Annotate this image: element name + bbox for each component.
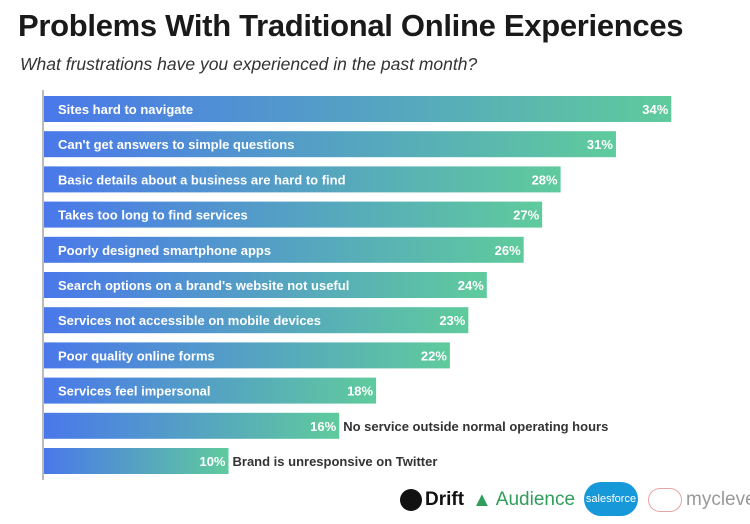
bar xyxy=(44,412,340,439)
category-label: Poor quality online forms xyxy=(58,348,215,363)
category-label: No service outside normal operating hour… xyxy=(343,419,608,434)
category-label: Poorly designed smartphone apps xyxy=(58,243,271,258)
value-label: 34% xyxy=(642,102,668,117)
salesforce-logo-text: salesforce xyxy=(585,493,637,505)
category-label: Search options on a brand's website not … xyxy=(58,278,349,293)
category-label: Services feel impersonal xyxy=(58,384,210,399)
audience-icon: ▲ xyxy=(472,488,492,511)
category-label: Can't get answers to simple questions xyxy=(58,137,294,152)
chart-subtitle: What frustrations have you experienced i… xyxy=(20,54,478,74)
bar xyxy=(44,307,469,334)
audience-logo-text: Audience xyxy=(495,489,576,510)
value-label: 10% xyxy=(199,454,225,469)
category-label: Sites hard to navigate xyxy=(58,102,193,117)
bar xyxy=(44,272,487,298)
value-label: 26% xyxy=(495,243,521,258)
drift-logo-text: Drift xyxy=(425,489,465,510)
myclever-logo: myclever xyxy=(648,482,750,518)
value-label: 27% xyxy=(513,208,539,223)
bar xyxy=(44,448,229,474)
bar xyxy=(44,96,672,122)
brain-icon xyxy=(648,488,682,512)
category-label: Services not accessible on mobile device… xyxy=(58,313,321,328)
bar xyxy=(44,236,524,263)
drift-logo: Drift xyxy=(400,482,464,518)
value-label: 18% xyxy=(347,384,373,399)
value-label: 28% xyxy=(532,172,558,187)
value-label: 16% xyxy=(310,419,336,434)
chart-title: Problems With Traditional Online Experie… xyxy=(18,8,684,43)
category-label: Basic details about a business are hard … xyxy=(58,172,346,187)
category-label: Brand is unresponsive on Twitter xyxy=(233,454,438,469)
bar xyxy=(44,377,377,404)
value-label: 31% xyxy=(587,137,613,152)
bar xyxy=(44,131,616,158)
salesforce-logo: salesforce xyxy=(584,482,638,516)
bar xyxy=(44,342,450,369)
audience-logo: ▲ Audience xyxy=(472,482,575,518)
category-label: Takes too long to find services xyxy=(58,208,248,223)
bar xyxy=(44,166,561,193)
value-label: 23% xyxy=(439,313,465,328)
value-label: 22% xyxy=(421,348,447,363)
bar xyxy=(44,201,543,228)
drift-icon xyxy=(400,489,422,511)
myclever-logo-text: myclever xyxy=(686,489,750,510)
value-label: 24% xyxy=(458,278,484,293)
